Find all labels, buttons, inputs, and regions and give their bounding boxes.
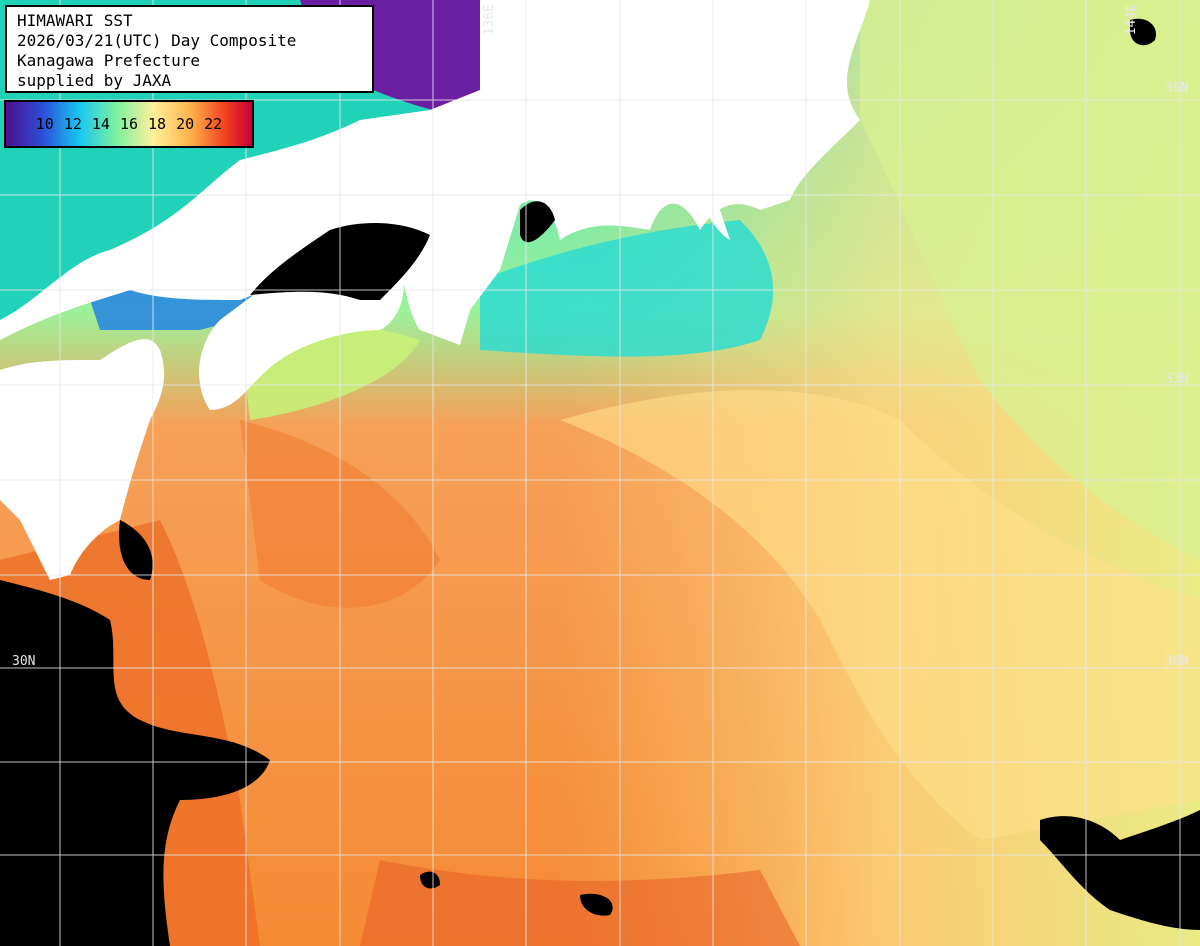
temperature-legend: 10 12 14 16 18 20 22 bbox=[4, 100, 254, 148]
title-line-date: 2026/03/21(UTC) Day Composite bbox=[17, 31, 297, 50]
lat-label-30n-right: 30N bbox=[1165, 654, 1189, 669]
legend-tick: 16 bbox=[119, 115, 139, 133]
legend-tick: 12 bbox=[63, 115, 82, 133]
kyushu-land bbox=[0, 339, 165, 580]
title-line-credit: supplied by JAXA bbox=[17, 71, 172, 90]
honshu-land bbox=[0, 0, 870, 345]
legend-tick: 22 bbox=[204, 115, 223, 133]
legend-color-bar bbox=[6, 102, 252, 146]
lat-label-36n: 36N bbox=[1165, 81, 1189, 96]
no-data-southeast bbox=[1040, 810, 1200, 930]
legend-tick: 14 bbox=[91, 115, 110, 133]
title-line-region: Kanagawa Prefecture bbox=[17, 51, 201, 70]
title-line-product: HIMAWARI SST bbox=[17, 11, 133, 30]
legend-tick-labels: 10 12 14 16 18 20 22 bbox=[6, 102, 252, 146]
legend-tick: 18 bbox=[148, 115, 167, 133]
map-title-box: HIMAWARI SST 2026/03/21(UTC) Day Composi… bbox=[5, 5, 374, 93]
legend-tick: 20 bbox=[176, 115, 195, 133]
lat-label-33n: 33N bbox=[1165, 372, 1189, 387]
legend-tick: 10 bbox=[35, 115, 54, 133]
lon-label-144e: 144E bbox=[1124, 4, 1139, 36]
lat-label-30n-left: 30N bbox=[12, 654, 36, 669]
lon-label-136e: 136E bbox=[482, 4, 497, 36]
